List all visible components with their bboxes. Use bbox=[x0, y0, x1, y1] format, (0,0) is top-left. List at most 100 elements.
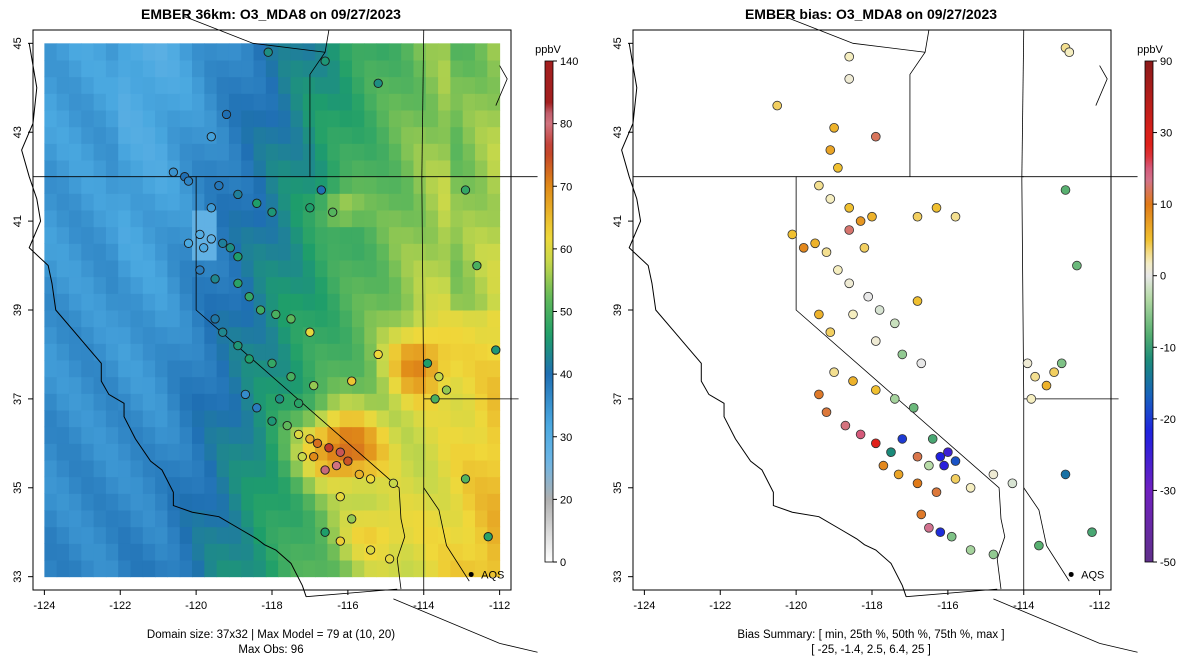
grid-cell bbox=[105, 126, 119, 144]
grid-cell bbox=[462, 126, 476, 144]
grid-cell bbox=[376, 326, 390, 344]
grid-cell bbox=[192, 293, 205, 311]
grid-cell bbox=[142, 460, 156, 478]
grid-cell bbox=[278, 526, 291, 544]
grid-cell bbox=[401, 43, 414, 61]
grid-cell bbox=[68, 326, 82, 344]
grid-cell bbox=[413, 126, 427, 144]
grid-cell bbox=[81, 526, 95, 544]
grid-cell bbox=[44, 493, 58, 511]
grid-cell bbox=[339, 193, 353, 211]
grid-cell bbox=[93, 126, 107, 144]
obs-point bbox=[168, 167, 179, 177]
grid-cell bbox=[118, 310, 131, 328]
grid-cell bbox=[438, 126, 451, 144]
bias-point bbox=[814, 180, 824, 191]
grid-cell bbox=[327, 310, 341, 328]
grid-cell bbox=[167, 293, 181, 311]
grid-cell bbox=[376, 460, 390, 478]
grid-cell bbox=[475, 476, 488, 494]
bias-colorbar-title: ppbV bbox=[1137, 44, 1163, 56]
grid-cell bbox=[351, 76, 365, 94]
grid-cell bbox=[302, 243, 316, 261]
y-tick-label: 43 bbox=[612, 126, 624, 138]
grid-cell bbox=[265, 76, 279, 94]
grid-cell bbox=[438, 243, 451, 261]
obs-point bbox=[491, 345, 501, 355]
grid-cell bbox=[487, 293, 501, 311]
grid-cell bbox=[315, 76, 328, 94]
grid-cell bbox=[228, 493, 242, 511]
grid-cell bbox=[179, 526, 193, 544]
grid-cell bbox=[278, 426, 291, 444]
grid-cell bbox=[401, 76, 414, 94]
bias-point bbox=[965, 482, 976, 493]
grid-cell bbox=[216, 293, 230, 311]
grid-cell bbox=[475, 43, 488, 61]
grid-cell bbox=[413, 510, 427, 528]
grid-cell bbox=[118, 526, 131, 544]
grid-cell bbox=[105, 210, 119, 228]
grid-cell bbox=[68, 426, 82, 444]
grid-cell bbox=[376, 560, 390, 578]
grid-cell bbox=[167, 276, 181, 294]
y-tick-label: 35 bbox=[12, 482, 24, 494]
bias-point bbox=[950, 456, 961, 466]
bias-point bbox=[855, 216, 866, 226]
grid-cell bbox=[364, 160, 378, 178]
obs-point bbox=[214, 180, 224, 191]
grid-cell bbox=[351, 176, 365, 194]
grid-cell bbox=[425, 193, 439, 211]
grid-cell bbox=[44, 560, 58, 578]
grid-cell bbox=[44, 343, 58, 361]
grid-cell bbox=[339, 326, 353, 344]
grid-cell bbox=[118, 43, 131, 61]
grid-cell bbox=[339, 60, 353, 78]
grid-cell bbox=[179, 493, 193, 511]
grid-cell bbox=[438, 426, 451, 444]
grid-cell bbox=[81, 343, 95, 361]
state-boundary bbox=[423, 487, 470, 582]
grid-cell bbox=[450, 543, 464, 561]
grid-cell bbox=[278, 210, 291, 228]
grid-cell bbox=[475, 243, 488, 261]
state-boundary bbox=[1095, 65, 1108, 106]
grid-cell bbox=[302, 543, 316, 561]
grid-cell bbox=[401, 143, 414, 161]
bias-point bbox=[924, 460, 934, 471]
grid-cell bbox=[327, 110, 341, 128]
state-boundary bbox=[909, 29, 930, 177]
grid-cell bbox=[401, 510, 414, 528]
grid-cell bbox=[253, 476, 267, 494]
grid-cell bbox=[265, 276, 279, 294]
grid-cell bbox=[413, 76, 427, 94]
grid-cell bbox=[44, 226, 58, 244]
grid-cell bbox=[339, 510, 353, 528]
grid-cell bbox=[265, 110, 279, 128]
grid-cell bbox=[339, 543, 353, 561]
grid-cell bbox=[438, 93, 451, 111]
grid-cell bbox=[56, 360, 70, 378]
grid-cell bbox=[253, 426, 267, 444]
obs-point bbox=[293, 398, 304, 408]
colorbar-tick-label: 60 bbox=[560, 244, 572, 256]
grid-cell bbox=[315, 393, 328, 411]
grid-cell bbox=[278, 93, 291, 111]
grid-cell bbox=[204, 76, 218, 94]
grid-cell bbox=[68, 110, 82, 128]
grid-cell bbox=[302, 343, 316, 361]
grid-cell bbox=[315, 493, 328, 511]
grid-cell bbox=[130, 193, 144, 211]
grid-cell bbox=[93, 226, 107, 244]
grid-cell bbox=[401, 560, 414, 578]
grid-cell bbox=[265, 226, 279, 244]
grid-cell bbox=[192, 393, 205, 411]
grid-cell bbox=[56, 160, 70, 178]
grid-cell bbox=[487, 176, 501, 194]
grid-cell bbox=[302, 160, 316, 178]
grid-cell bbox=[105, 310, 119, 328]
grid-cell bbox=[339, 43, 353, 61]
grid-cell bbox=[167, 193, 181, 211]
grid-cell bbox=[81, 310, 95, 328]
grid-cell bbox=[93, 176, 107, 194]
